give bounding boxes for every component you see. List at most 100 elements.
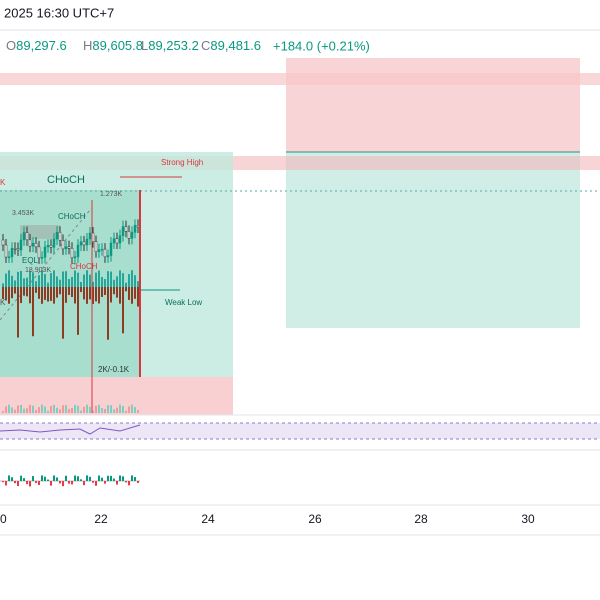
flow-bar — [62, 287, 64, 339]
volume-bar — [53, 404, 55, 413]
volume-bar — [35, 410, 37, 413]
flow-bar — [59, 279, 61, 287]
candle — [112, 238, 116, 244]
sub-bar — [86, 475, 88, 481]
flow-bar — [89, 287, 91, 300]
candle — [115, 238, 119, 244]
candle — [1, 239, 5, 246]
sub-bar — [125, 481, 127, 483]
weak-low-label: Weak Low — [165, 298, 202, 307]
sub-bar — [26, 481, 28, 485]
volume-bar — [23, 408, 25, 413]
sub-bar — [113, 478, 115, 481]
flow-bar — [107, 287, 109, 340]
flow-bar — [122, 273, 124, 287]
candle — [97, 249, 101, 252]
volume-bar — [95, 405, 97, 413]
volume-bar — [62, 405, 64, 413]
volume-bar — [20, 404, 22, 413]
ohlc-value: 89,605.8 — [92, 38, 143, 53]
volume-bar — [50, 406, 52, 413]
candle — [7, 256, 11, 259]
volume-bar — [128, 406, 130, 413]
volume-bar — [8, 404, 10, 413]
flow-bar — [35, 281, 37, 287]
candle — [13, 248, 17, 250]
volume-bar — [5, 406, 7, 413]
volume-bar — [11, 407, 13, 413]
k-label: K — [0, 178, 6, 187]
sub-bar — [116, 481, 118, 485]
choch-small-label: CHoCH — [58, 212, 86, 221]
volume-bar — [38, 407, 40, 413]
flow-bar — [65, 271, 67, 287]
flow-bar — [113, 279, 115, 287]
sub-bar — [20, 475, 22, 481]
volume-bar — [68, 409, 70, 413]
candle — [64, 246, 68, 250]
volume-bar — [80, 410, 82, 413]
volume-bar — [98, 404, 100, 413]
candle — [61, 240, 65, 250]
sub-bar — [35, 481, 37, 483]
flow-bar — [107, 271, 109, 287]
flow-bar — [32, 287, 34, 337]
candle — [136, 225, 140, 228]
candle — [40, 257, 44, 259]
ohlc-item: O89,297.6 — [6, 38, 67, 53]
sub-bar — [65, 475, 67, 481]
candle — [124, 226, 128, 232]
volume-bar — [29, 404, 31, 413]
flow-bar — [8, 287, 10, 304]
discount-zone — [286, 152, 580, 328]
sub-bar — [128, 481, 130, 486]
sub-bar — [74, 475, 76, 481]
volume-bar — [122, 406, 124, 413]
vol-label: 3.453K — [12, 210, 35, 217]
choch-label: CHoCH — [47, 174, 85, 186]
candle — [22, 232, 26, 241]
candle — [70, 248, 74, 259]
ohlc-item: H89,605.8 — [83, 38, 143, 53]
sub-bar — [83, 481, 85, 486]
sub-bar — [104, 481, 106, 484]
flow-bar — [137, 281, 139, 287]
flow-bar — [77, 287, 79, 335]
sub-bar — [14, 481, 16, 484]
sub-bar — [38, 481, 40, 485]
volume-bar — [44, 406, 46, 413]
sub-bar — [80, 479, 82, 481]
flow-bar — [77, 272, 79, 287]
flow-bar — [8, 270, 10, 287]
flow-bar — [71, 287, 73, 298]
flow-bar — [32, 272, 34, 287]
volume-bar — [77, 405, 79, 413]
flow-bar — [92, 287, 94, 305]
sub-bar — [2, 481, 4, 483]
flow-bar — [47, 282, 49, 287]
volume-bar — [32, 405, 34, 413]
sub-bar — [53, 475, 55, 481]
strong-high-label: Strong High — [161, 158, 203, 167]
ohlc-value: 89,297.6 — [16, 38, 67, 53]
flow-bar — [5, 287, 7, 301]
sub-bar — [101, 477, 103, 481]
candle — [85, 238, 89, 246]
sub-bar — [71, 481, 73, 485]
flow-bar — [116, 287, 118, 298]
flow-bar — [134, 275, 136, 287]
flow-bar — [86, 287, 88, 304]
sub-bar — [107, 475, 109, 481]
flow-bar — [98, 287, 100, 304]
sub-bar — [62, 481, 64, 487]
candle — [10, 248, 14, 258]
volume-bar — [101, 408, 103, 413]
sub-bar — [131, 475, 133, 481]
datetime: 2025 16:30 UTC+7 — [4, 5, 114, 20]
volume-bar — [89, 406, 91, 413]
candle — [46, 244, 50, 248]
ohlc-label: C — [201, 38, 210, 53]
sub-bar — [77, 476, 79, 481]
sub-bar — [47, 479, 49, 481]
flow-bar — [80, 287, 82, 293]
